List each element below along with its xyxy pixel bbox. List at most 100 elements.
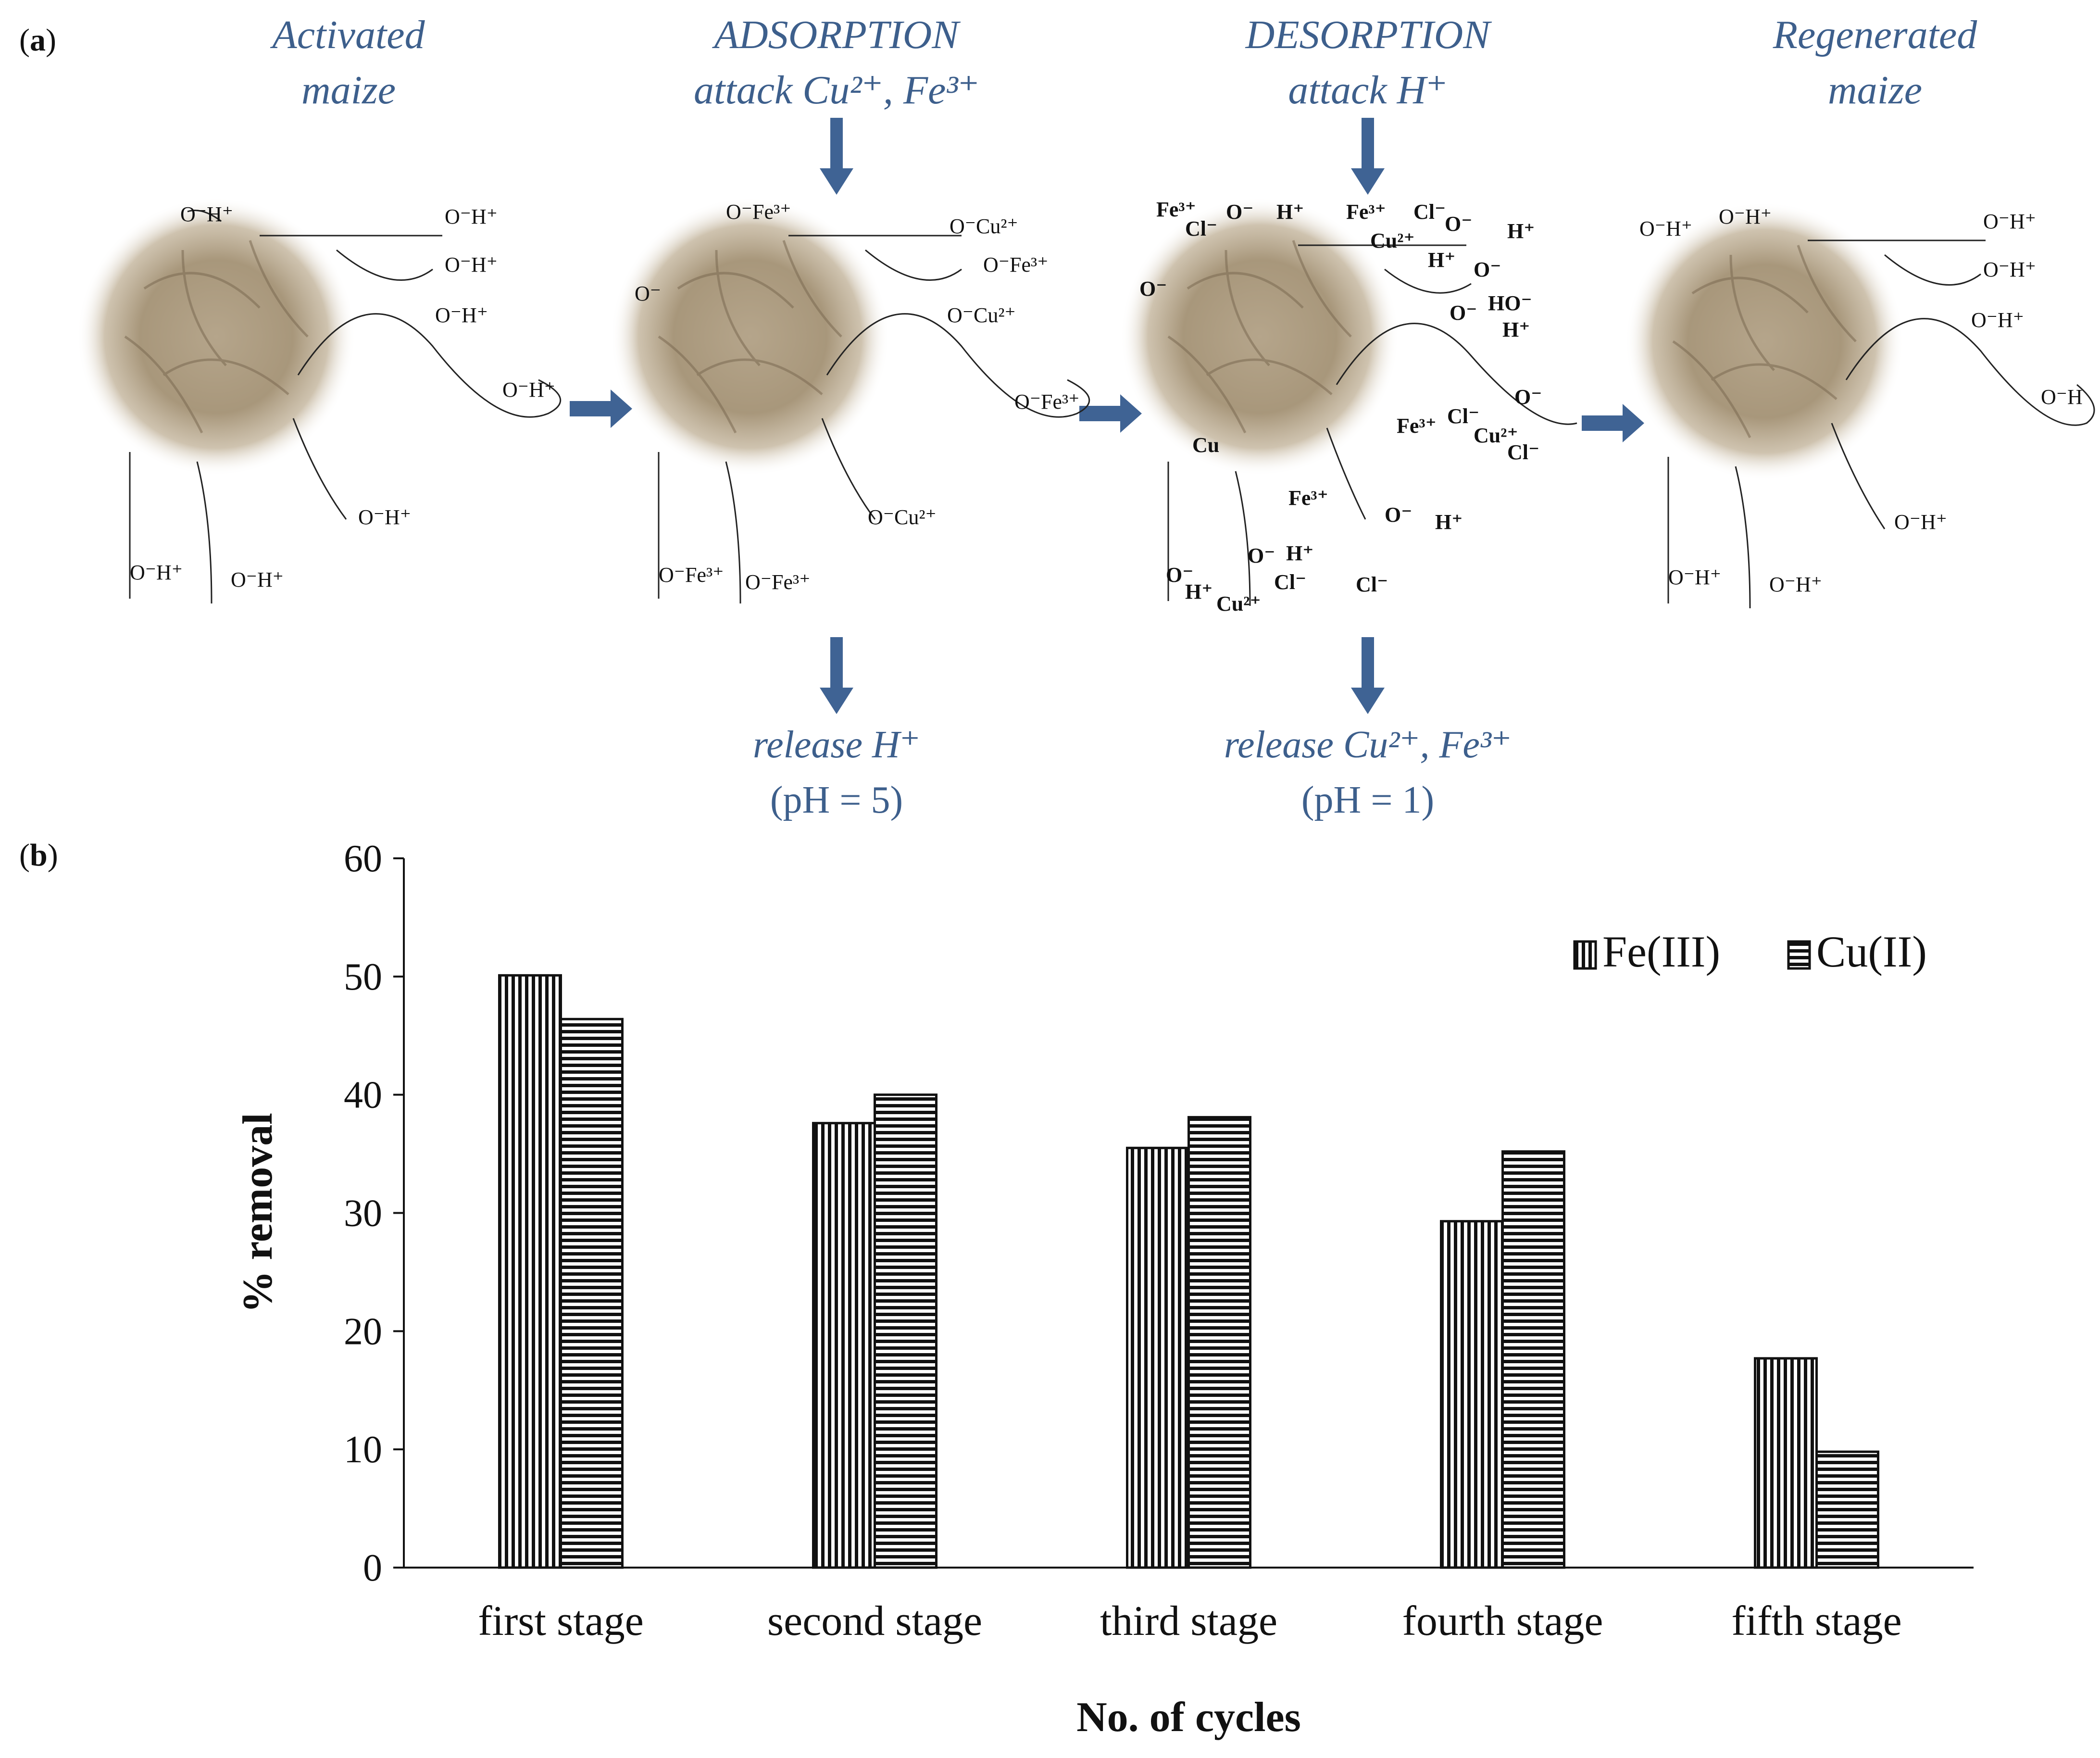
bar-feiii-3	[1126, 1146, 1190, 1569]
x-tick-label: third stage	[1100, 1598, 1277, 1645]
release-line1: release H⁺	[753, 724, 920, 766]
x-tick-label: fifth stage	[1731, 1598, 1901, 1645]
species-label: H⁺	[1507, 219, 1535, 243]
stage-title-line1: DESORPTION	[1245, 13, 1492, 57]
release-ions-h: release H⁺ (pH = 5)	[753, 724, 920, 821]
species-label: O⁻H⁺	[1983, 258, 2036, 281]
species-label: H⁺	[1428, 248, 1455, 272]
stage-title-line2: maize	[1828, 68, 1922, 113]
y-tick-label: 60	[344, 838, 382, 880]
species-label: Cl⁻	[1356, 573, 1388, 596]
stage-title-line2: attack Cu²⁺, Fe³⁺	[694, 68, 979, 113]
release-line1: release Cu²⁺, Fe³⁺	[1224, 724, 1512, 766]
x-tick-label: first stage	[478, 1598, 644, 1645]
species-label: Cl⁻	[1413, 200, 1446, 224]
species-label: O⁻	[1445, 212, 1472, 236]
maize-particle-adsorption	[611, 197, 1090, 604]
species-label: O⁻H⁺	[445, 205, 498, 228]
bar-feiii-5	[1754, 1357, 1818, 1569]
species-label: O⁻Fe³⁺	[745, 570, 810, 594]
species-label: Cu	[1192, 433, 1219, 457]
panel-b-label: (b)	[19, 838, 58, 873]
species-label: O⁻H⁺	[231, 568, 284, 591]
species-label: H⁺	[1276, 200, 1304, 224]
release-ions-metal: release Cu²⁺, Fe³⁺ (pH = 1)	[1224, 724, 1512, 821]
species-label: O⁻Fe³⁺	[659, 563, 724, 587]
species-label: Fe³⁺	[1397, 414, 1437, 438]
bar-feiii-4	[1440, 1220, 1504, 1569]
y-tick-label: 20	[344, 1310, 382, 1353]
y-tick-labels: 0 10 20 30 40 50 60	[344, 838, 404, 1589]
bars	[498, 974, 1879, 1569]
bar-cuii-2	[874, 1093, 938, 1569]
species-desorption: Fe³⁺ Cl⁻ O⁻ H⁺ Fe³⁺ Cl⁻ O⁻ H⁺ Cu²⁺ H⁺ O⁻…	[1139, 198, 1542, 615]
species-label: Fe³⁺	[1156, 198, 1196, 221]
maize-particle-desorption	[1120, 197, 1577, 606]
maize-particle-activated	[77, 197, 562, 604]
species-label: O⁻H⁺	[435, 303, 488, 327]
x-tick-label: second stage	[767, 1598, 982, 1645]
y-tick-label: 10	[344, 1429, 382, 1471]
species-label: H⁺	[1286, 541, 1313, 565]
species-label: O⁻H	[2041, 385, 2083, 409]
species-regenerated: O⁻H⁺ O⁻H⁺ O⁻H⁺ O⁻H⁺ O⁻H⁺ O⁻H O⁻H⁺ O⁻H⁺ O…	[1639, 205, 2083, 596]
species-label: O⁻	[1226, 200, 1253, 224]
species-label: O⁻H⁺	[1983, 210, 2036, 233]
species-label: Fe³⁺	[1288, 486, 1328, 510]
species-label: O⁻H⁺	[1639, 217, 1692, 240]
species-label: HO⁻	[1488, 291, 1532, 315]
bar-cuii-5	[1815, 1450, 1879, 1569]
bar-cuii-3	[1188, 1116, 1251, 1569]
legend-label: Fe(III)	[1602, 927, 1720, 976]
stage-header-regenerated: Regenerated maize	[1773, 13, 1977, 113]
vertical-arrows	[820, 118, 1385, 714]
stage-header-desorption: DESORPTION attack H⁺	[1245, 13, 1492, 113]
species-label: O⁻	[1248, 544, 1275, 567]
stage-title-line2: attack H⁺	[1288, 68, 1447, 113]
species-label: O⁻Fe³⁺	[983, 253, 1048, 276]
species-label: O⁻H⁺	[1769, 573, 1822, 596]
down-arrow-icon	[1351, 118, 1385, 195]
bar-cuii-1	[560, 1017, 624, 1569]
species-label: O⁻Cu²⁺	[950, 214, 1018, 238]
species-label: O⁻	[1514, 385, 1542, 409]
species-label: O⁻Fe³⁺	[1014, 390, 1079, 414]
species-activated: O⁻H⁺ O⁻H⁺ O⁻H⁺ O⁻H⁺ O⁻H⁺ O⁻H⁺ O⁻H⁺ O⁻H⁺	[130, 202, 555, 591]
species-label: O⁻	[1139, 277, 1167, 301]
species-label: Fe³⁺	[1346, 200, 1386, 224]
species-label: O⁻H⁺	[358, 505, 411, 529]
species-label: H⁺	[1502, 318, 1530, 341]
y-tick-label: 50	[344, 956, 382, 998]
species-label: O⁻	[1166, 563, 1193, 587]
panel-a-label: (a)	[19, 23, 56, 58]
right-arrow-icon	[1079, 394, 1142, 433]
legend-swatch	[1787, 940, 1811, 970]
species-label: Cu²⁺	[1474, 424, 1518, 447]
legend: Fe(III) Cu(II)	[1573, 927, 1927, 976]
species-label: Cl⁻	[1274, 570, 1306, 594]
release-line2: (pH = 1)	[1301, 779, 1434, 821]
species-label: O⁻H⁺	[445, 253, 498, 276]
right-arrow-icon	[570, 389, 632, 428]
x-axis-label: No. of cycles	[1076, 1694, 1301, 1741]
species-label: Cu²⁺	[1216, 592, 1261, 615]
stage-title-line1: Regenerated	[1773, 13, 1977, 57]
x-tick-labels: first stage second stage third stage fourth…	[478, 1598, 1901, 1645]
species-adsorption: O⁻Fe³⁺ O⁻Cu²⁺ O⁻Fe³⁺ O⁻Cu²⁺ O⁻Fe³⁺ O⁻Cu²…	[635, 200, 1079, 594]
bar-cuii-4	[1501, 1150, 1565, 1569]
maize-particle-regenerated	[1625, 202, 2095, 609]
x-tick-label: fourth stage	[1402, 1598, 1603, 1645]
species-label: H⁺	[1185, 580, 1212, 603]
species-label: Cl⁻	[1447, 404, 1479, 428]
right-arrow-icon	[1582, 404, 1644, 442]
bar-feiii-1	[498, 974, 562, 1569]
process-arrows	[570, 389, 1644, 442]
species-label: O⁻H⁺	[1668, 565, 1721, 589]
release-line2: (pH = 5)	[770, 779, 903, 821]
species-label: H⁺	[1435, 510, 1462, 534]
y-axis-label: % removal	[235, 1113, 281, 1313]
y-tick-label: 40	[344, 1074, 382, 1117]
species-label: O⁻H⁺	[502, 378, 555, 402]
species-label: O⁻Cu²⁺	[947, 303, 1016, 327]
